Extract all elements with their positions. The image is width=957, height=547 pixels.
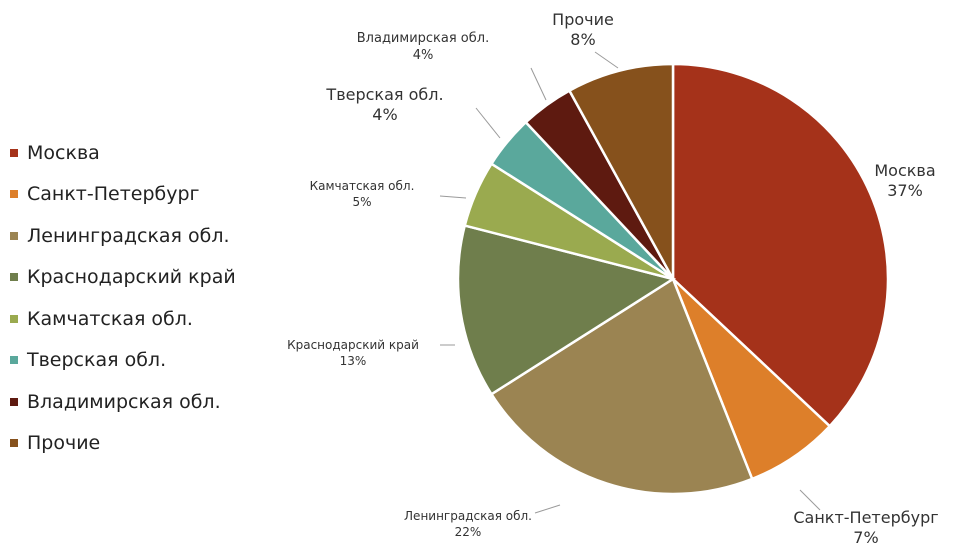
- pie-slice: [456, 224, 677, 396]
- leader-line: [530, 67, 547, 101]
- legend-label: Краснодарский край: [27, 266, 236, 289]
- data-label-value: 4%: [372, 105, 397, 124]
- data-label-category: Краснодарский край: [287, 338, 419, 352]
- legend-swatch: [10, 190, 18, 199]
- data-label-value: 22%: [455, 525, 482, 539]
- leader-lines-layer: [439, 51, 821, 514]
- data-label-value: 8%: [570, 30, 595, 49]
- data-label-category: Владимирская обл.: [357, 31, 489, 46]
- slices-layer: [456, 62, 890, 496]
- data-label-category: Санкт-Петербург: [793, 508, 938, 527]
- leader-line: [594, 51, 619, 69]
- legend-swatch: [10, 314, 18, 323]
- legend-swatch: [10, 231, 18, 240]
- leader-line: [534, 504, 561, 514]
- legend-swatch: [10, 273, 18, 282]
- legend-item: Тверская обл.: [10, 340, 236, 382]
- data-label-value: 5%: [352, 195, 371, 209]
- legend-item: Санкт-Петербург: [10, 174, 236, 216]
- legend-label: Владимирская обл.: [27, 390, 221, 413]
- data-label-value: 37%: [887, 181, 923, 200]
- leader-line: [439, 195, 467, 199]
- legend-swatch: [10, 356, 18, 365]
- data-label-category: Тверская обл.: [325, 85, 443, 104]
- legend-swatch: [10, 397, 18, 406]
- data-label-value: 7%: [853, 528, 878, 547]
- data-label-category: Прочие: [552, 10, 614, 29]
- pie-slice: [489, 277, 754, 496]
- chart-legend: Москва Санкт-Петербург Ленинградская обл…: [10, 132, 236, 464]
- legend-label: Тверская обл.: [27, 349, 167, 372]
- legend-swatch: [10, 439, 18, 448]
- legend-label: Санкт-Петербург: [27, 183, 200, 206]
- legend-item: Москва: [10, 132, 236, 174]
- legend-item: Владимирская обл.: [10, 381, 236, 423]
- data-label-category: Ленинградская обл.: [404, 509, 532, 523]
- data-label-value: 4%: [413, 48, 434, 63]
- leader-line: [475, 107, 501, 139]
- legend-label: Ленинградская обл.: [27, 224, 230, 247]
- pie-slice: [567, 62, 675, 280]
- data-label-value: 13%: [340, 354, 367, 368]
- pie-slice: [671, 62, 890, 428]
- leader-line: [799, 489, 821, 511]
- legend-item: Краснодарский край: [10, 257, 236, 299]
- legend-label: Прочие: [27, 432, 101, 455]
- legend-item: Прочие: [10, 423, 236, 465]
- legend-label: Москва: [27, 141, 100, 164]
- legend-swatch: [10, 148, 18, 157]
- legend-item: Ленинградская обл.: [10, 215, 236, 257]
- data-label-category: Москва: [874, 161, 935, 180]
- legend-label: Камчатская обл.: [27, 307, 193, 330]
- legend-item: Камчатская обл.: [10, 298, 236, 340]
- data-label-category: Камчатская обл.: [310, 179, 415, 193]
